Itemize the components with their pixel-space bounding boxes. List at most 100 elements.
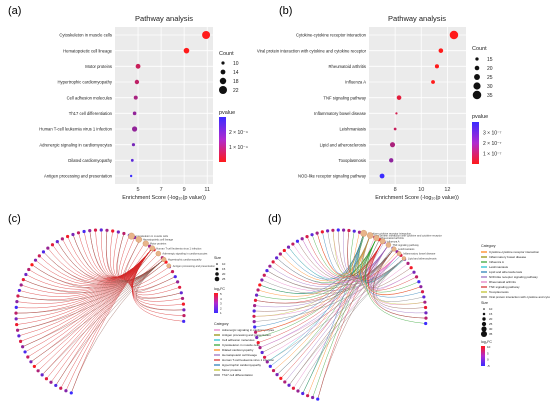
size-legend-label: 35 <box>487 93 493 99</box>
panel-b-xlabel: Enrichment Score (-log₁₀(p value)) <box>375 195 459 201</box>
network-edge <box>280 241 383 379</box>
gene-node <box>40 373 44 377</box>
pathway-node <box>166 263 172 269</box>
panel-b-colorbar <box>472 122 479 164</box>
gene-node <box>170 270 175 274</box>
gene-node <box>279 376 283 380</box>
size-legend-label: 18 <box>233 79 239 85</box>
data-point <box>395 112 398 115</box>
fc-tick-label: 1 <box>220 311 222 315</box>
category-legend-label: Antigen processing and presentation <box>222 333 271 337</box>
fc-tick-label: 3 <box>220 302 222 306</box>
pathway-node <box>391 246 397 252</box>
network-edge <box>347 230 395 279</box>
size-legend-label: 25 <box>489 322 493 326</box>
panel-c-letter: (c) <box>8 213 21 225</box>
category-legend-label: Inflammatory bowel disease <box>489 255 527 259</box>
gene-node <box>26 355 30 359</box>
category-label: Hematopoietic cell lineage <box>63 48 113 53</box>
size-legend-dot <box>220 69 226 75</box>
gene-node <box>326 229 330 233</box>
panel-a-xlabel: Enrichment Score (-log₁₀(p value)) <box>122 195 206 201</box>
network-edge <box>365 238 426 324</box>
gene-node <box>111 229 115 233</box>
size-legend-label: 20 <box>487 66 493 72</box>
data-point <box>133 95 138 100</box>
gene-node <box>179 291 183 295</box>
colorbar-tick-label: 1 × 10⁻⁴ <box>229 145 248 151</box>
category-legend-label: Influenza A <box>489 260 504 264</box>
gene-node <box>258 346 262 350</box>
network-edge <box>358 233 425 305</box>
gene-node <box>320 230 324 234</box>
pathway-node <box>155 250 162 257</box>
panel-d-network: Cytokine-cytokine receptor interaction Vi… <box>252 228 550 401</box>
gene-node <box>50 243 55 247</box>
pathway-node-label: Hematopoietic cell lineage <box>143 237 174 241</box>
panel-a-title: Pathway analysis <box>135 14 193 23</box>
network-edge <box>370 248 412 289</box>
panel-a-plot-area <box>115 27 213 184</box>
category-legend-title: Category <box>481 244 496 248</box>
category-legend-label: Hematopoietic cell lineage <box>222 353 257 357</box>
gene-node <box>311 395 315 400</box>
gene-node <box>347 228 351 233</box>
pathway-node-label: Viral protein interaction with cytokine … <box>374 233 442 237</box>
size-legend-dot <box>474 74 480 80</box>
panel-a-legend-pvalue-title: pvalue <box>219 110 235 116</box>
gene-node <box>422 295 426 299</box>
network-edge <box>136 259 184 311</box>
network-edge <box>34 248 153 367</box>
gene-node <box>64 389 68 393</box>
size-legend-label: 30 <box>487 84 493 90</box>
network-edge <box>312 238 377 398</box>
data-point <box>129 174 133 178</box>
size-legend-dot <box>473 82 481 90</box>
gene-node <box>16 294 20 298</box>
size-legend-dot <box>472 90 482 100</box>
pathway-node-label: Leishmaniasis <box>398 247 415 251</box>
gene-node <box>41 250 46 254</box>
network-edge <box>272 241 383 285</box>
panel-b-title: Pathway analysis <box>388 14 446 23</box>
pathway-node-label: Inflammatory bowel disease <box>403 252 436 256</box>
gene-node <box>32 364 36 369</box>
panel-a-grid: 5 7 9 11 Cytoskeleton in muscle cells Hematop… <box>39 27 213 193</box>
category-legend-label: Rheumatoid arthritis <box>489 280 516 284</box>
gene-node <box>256 340 260 345</box>
gene-node <box>76 231 81 235</box>
size-legend-dot <box>481 326 487 332</box>
gene-node <box>258 283 262 287</box>
category-legend-label: Cytokine-cytokine receptor interaction <box>489 250 540 254</box>
gene-node <box>46 246 50 250</box>
network-edge <box>124 239 165 283</box>
gene-node <box>412 270 416 274</box>
category-legend-label: Lipid and atherosclerosis <box>489 270 523 274</box>
gene-node <box>37 254 41 258</box>
gene-node <box>29 360 33 364</box>
gene-node <box>278 252 282 256</box>
pathway-node <box>366 232 374 239</box>
gene-node <box>253 304 257 308</box>
fc-tick-label: -5 <box>487 364 490 368</box>
network-edge <box>343 230 389 278</box>
fc-tick-label: 2 <box>220 306 222 310</box>
gene-node <box>82 229 86 234</box>
fc-tick-label: 5 <box>220 292 222 296</box>
gene-node <box>21 278 25 282</box>
gene-node <box>287 383 291 387</box>
gene-node <box>283 380 287 384</box>
data-point <box>130 158 134 162</box>
size-legend-title: Size <box>481 301 488 305</box>
pathway-node-label: Cytoskeleton in muscle cells <box>135 234 168 238</box>
category-legend-label: Dilated cardiomyopathy <box>222 348 254 352</box>
gene-node <box>44 377 49 381</box>
size-legend-label: 25 <box>222 277 226 281</box>
gene-node <box>315 231 319 235</box>
gene-node <box>23 350 27 354</box>
gene-node <box>69 391 73 395</box>
gene-node <box>423 300 427 304</box>
gene-node <box>262 273 266 277</box>
fc-tick-label: 10 <box>487 345 491 349</box>
